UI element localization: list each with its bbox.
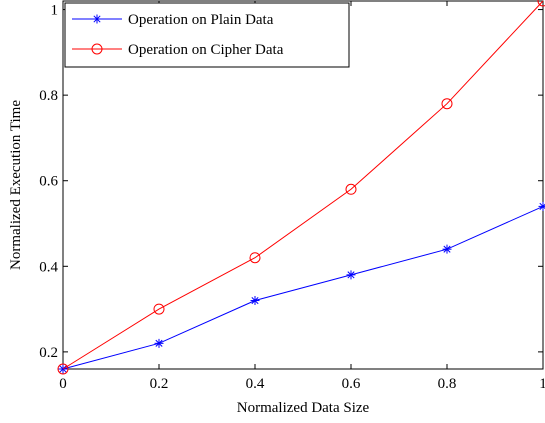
series-line-1 [63,206,543,369]
y-tick-label: 0.6 [39,174,58,190]
x-tick-label: 0 [59,376,67,392]
data-point-1 [155,339,164,348]
data-point-1 [251,296,260,305]
data-point-1 [347,270,356,279]
y-tick-label: 0.8 [39,88,58,104]
x-tick-label: 0.6 [342,376,361,392]
data-point-1 [539,202,545,211]
x-tick-label: 0.8 [438,376,457,392]
legend-marker-1 [93,15,102,24]
legend-label-2: Operation on Cipher Data [128,42,284,58]
x-tick-label: 1 [539,376,545,392]
legend-label-1: Operation on Plain Data [128,12,274,28]
data-point-1 [443,245,452,254]
y-tick-label: 1 [51,3,59,19]
legend: Operation on Plain Data Operation on Ciph… [65,3,349,67]
x-tick-label: 0.4 [246,376,265,392]
y-tick-label: 0.4 [39,259,58,275]
y-tick-label: 0.2 [39,345,58,361]
y-axis-label: Normalized Execution Time [8,100,24,270]
x-tick-label: 0.2 [150,376,169,392]
x-axis-label: Normalized Data Size [237,400,370,416]
